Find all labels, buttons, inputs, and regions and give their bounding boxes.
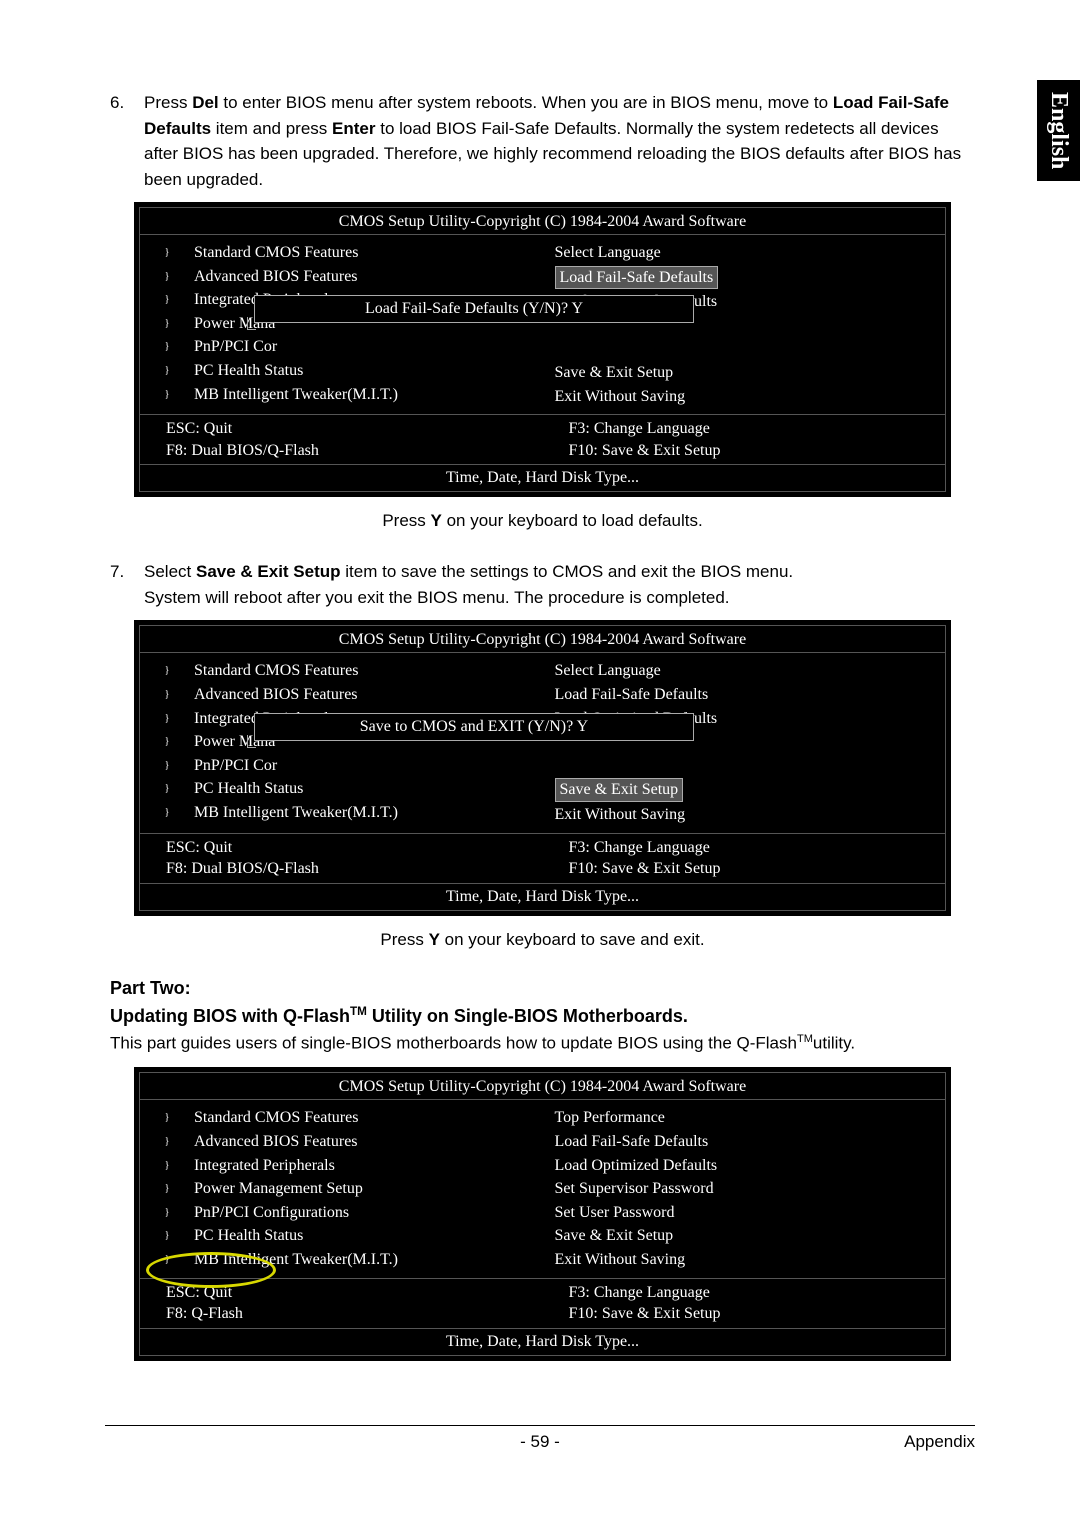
page-content: 6. Press Del to enter BIOS menu after sy… xyxy=(0,0,1080,1361)
step-6: 6. Press Del to enter BIOS menu after sy… xyxy=(110,90,975,192)
step-7: 7. Select Save & Exit Setup item to save… xyxy=(110,559,975,610)
bios-screen-1: CMOS Setup Utility-Copyright (C) 1984-20… xyxy=(134,202,951,497)
bios-keys: ESC: Quit F8: Q-Flash F3: Change Languag… xyxy=(140,1279,945,1329)
bios-status: Time, Date, Hard Disk Type... xyxy=(140,884,945,910)
bios-title: CMOS Setup Utility-Copyright (C) 1984-20… xyxy=(140,1073,945,1100)
bios-title: CMOS Setup Utility-Copyright (C) 1984-20… xyxy=(140,208,945,235)
bios-status: Time, Date, Hard Disk Type... xyxy=(140,1329,945,1355)
bios-screen-2: CMOS Setup Utility-Copyright (C) 1984-20… xyxy=(134,620,951,915)
bios-left-col: }Standard CMOS Features }Advanced BIOS F… xyxy=(140,1100,543,1277)
bios-left-col: }Standard CMOS Features }Advanced BIOS F… xyxy=(140,235,543,414)
bios-keys: ESC: Quit F8: Dual BIOS/Q-Flash F3: Chan… xyxy=(140,415,945,465)
step-text: Select Save & Exit Setup item to save th… xyxy=(144,559,975,610)
step-text: Press Del to enter BIOS menu after syste… xyxy=(144,90,975,192)
bios-right-col: Select Language Load Fail-Safe Defaults … xyxy=(543,653,946,832)
bios-right-col: Top Performance Load Fail-Safe Defaults … xyxy=(543,1100,946,1277)
bios-right-col: Select Language Load Fail-Safe Defaults … xyxy=(543,235,946,414)
bios-dialog-load: Load Fail-Safe Defaults (Y/N)? Y xyxy=(254,295,694,323)
bios-title: CMOS Setup Utility-Copyright (C) 1984-20… xyxy=(140,626,945,653)
language-tab: English xyxy=(1037,80,1080,181)
bios-status: Time, Date, Hard Disk Type... xyxy=(140,465,945,491)
step-number: 7. xyxy=(110,559,144,610)
caption-save: Press Y on your keyboard to save and exi… xyxy=(110,930,975,950)
caption-load: Press Y on your keyboard to load default… xyxy=(110,511,975,531)
bios-left-col: }Standard CMOS Features }Advanced BIOS F… xyxy=(140,653,543,832)
bios-dialog-save: Save to CMOS and EXIT (Y/N)? Y xyxy=(254,713,694,741)
bios-screen-3: CMOS Setup Utility-Copyright (C) 1984-20… xyxy=(134,1067,951,1360)
part-two-subtitle: Updating BIOS with Q-FlashTM Utility on … xyxy=(110,1005,975,1027)
highlighted-item: Save & Exit Setup xyxy=(555,778,684,802)
page-number: - 59 - xyxy=(520,1432,560,1452)
part-two-title: Part Two: xyxy=(110,978,975,999)
step-number: 6. xyxy=(110,90,144,192)
section-name: Appendix xyxy=(904,1432,975,1452)
bios-keys: ESC: Quit F8: Dual BIOS/Q-Flash F3: Chan… xyxy=(140,834,945,884)
part-two-desc: This part guides users of single-BIOS mo… xyxy=(110,1033,975,1054)
page-footer: - 59 - Appendix xyxy=(105,1425,975,1452)
highlighted-item: Load Fail-Safe Defaults xyxy=(555,266,719,290)
